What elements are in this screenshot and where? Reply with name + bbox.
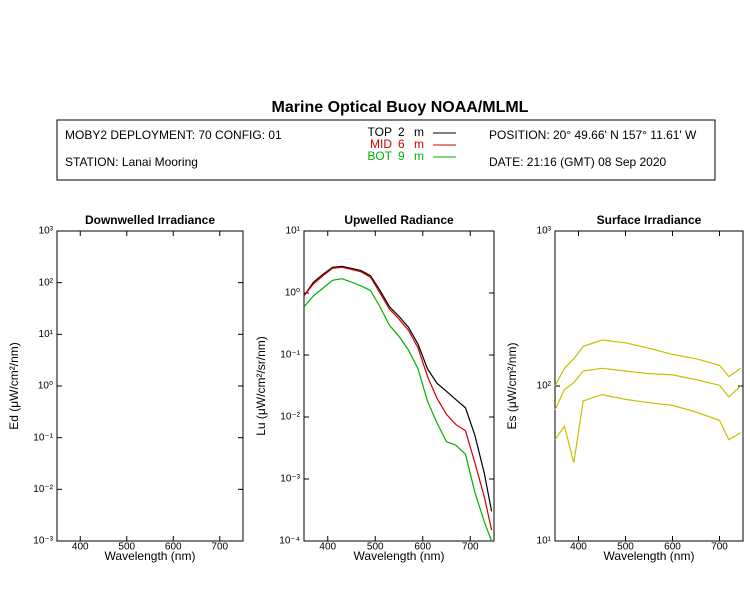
- y-tick-label: 10⁻³: [280, 474, 300, 485]
- x-tick-label: 400: [570, 542, 587, 553]
- panel-title: Upwelled Radiance: [344, 213, 454, 227]
- y-tick-label: 10⁻¹: [33, 432, 53, 443]
- y-tick-label: 10¹: [286, 226, 301, 237]
- panel-title: Surface Irradiance: [597, 213, 702, 227]
- y-tick-label: 10⁻¹: [280, 350, 300, 361]
- panel-title: Downwelled Irradiance: [85, 213, 215, 227]
- y-tick-label: 10⁻⁴: [279, 536, 300, 547]
- legend-depth: 2: [398, 125, 405, 139]
- legend-unit: m: [414, 125, 424, 139]
- series-line: [554, 367, 742, 411]
- series-line: [554, 393, 741, 463]
- plot-frame: [554, 230, 744, 542]
- series-line: [303, 266, 493, 531]
- series-line: [554, 339, 741, 387]
- x-tick-label: 400: [72, 542, 89, 553]
- y-axis-label: Lu (μW/cm²/sr/nm): [254, 336, 268, 436]
- legend-name: TOP: [368, 125, 392, 139]
- x-axis-label: Wavelength (nm): [354, 549, 445, 563]
- main-title: Marine Optical Buoy NOAA/MLML: [272, 99, 529, 116]
- y-tick-label: 10⁰: [38, 381, 53, 392]
- y-tick-label: 10³: [537, 226, 552, 237]
- y-tick-label: 10⁻²: [33, 484, 53, 495]
- x-axis-label: Wavelength (nm): [604, 549, 695, 563]
- x-tick-label: 600: [165, 542, 182, 553]
- y-axis-label: Es (μW/cm²/nm): [505, 343, 519, 430]
- y-axis-label: Ed (μW/cm²/nm): [7, 342, 21, 430]
- x-axis-label: Wavelength (nm): [105, 549, 196, 563]
- series-line: [303, 278, 493, 542]
- station: STATION: Lanai Mooring: [65, 155, 198, 169]
- date: DATE: 21:16 (GMT) 08 Sep 2020: [489, 155, 667, 169]
- x-tick-label: 700: [711, 542, 728, 553]
- x-tick-label: 600: [664, 542, 681, 553]
- y-tick-label: 10³: [39, 226, 54, 237]
- x-tick-label: 500: [367, 542, 384, 553]
- legend-unit: m: [414, 149, 424, 163]
- x-tick-label: 700: [462, 542, 479, 553]
- x-tick-label: 700: [211, 542, 228, 553]
- legend-depth: 6: [398, 137, 405, 151]
- position: POSITION: 20° 49.66' N 157° 11.61' W: [489, 128, 697, 142]
- legend-name: BOT: [367, 149, 392, 163]
- x-tick-label: 500: [617, 542, 634, 553]
- y-tick-label: 10²: [39, 277, 54, 288]
- y-tick-label: 10¹: [39, 329, 54, 340]
- plot-frame: [303, 230, 495, 542]
- x-tick-label: 600: [414, 542, 431, 553]
- y-tick-label: 10⁻²: [280, 412, 300, 423]
- series-line: [303, 265, 493, 512]
- y-tick-label: 10⁰: [285, 288, 300, 299]
- plot-frame: [56, 230, 244, 542]
- x-tick-label: 400: [319, 542, 336, 553]
- legend-name: MID: [370, 137, 392, 151]
- info-box: [56, 119, 716, 181]
- deployment: MOBY2 DEPLOYMENT: 70 CONFIG: 01: [65, 128, 282, 142]
- y-tick-label: 10⁻³: [33, 536, 53, 547]
- y-tick-label: 10¹: [537, 536, 552, 547]
- x-tick-label: 500: [118, 542, 135, 553]
- y-tick-label: 10²: [537, 381, 552, 392]
- legend-depth: 9: [398, 149, 405, 163]
- legend-unit: m: [414, 137, 424, 151]
